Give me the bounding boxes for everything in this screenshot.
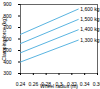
- svg-text:1,300 kg: 1,300 kg: [80, 37, 99, 43]
- svg-text:500: 500: [3, 47, 12, 54]
- svg-text:300: 300: [3, 70, 12, 76]
- svg-text:900: 900: [3, 1, 12, 7]
- svg-text:800: 800: [3, 12, 12, 19]
- svg-text:700: 700: [3, 24, 12, 31]
- svg-text:400: 400: [3, 58, 12, 65]
- svg-text:1,600 kg: 1,600 kg: [80, 6, 99, 12]
- svg-text:1,400 kg: 1,400 kg: [80, 26, 99, 32]
- svg-text:0.24: 0.24: [16, 81, 26, 87]
- svg-text:1,500 kg: 1,500 kg: [80, 16, 99, 22]
- svg-text:0.26: 0.26: [28, 81, 38, 87]
- svg-text:0.36: 0.36: [93, 81, 100, 87]
- svg-text:Wheel radius (m): Wheel radius (m): [40, 83, 78, 89]
- svg-text:0.34: 0.34: [80, 81, 90, 87]
- svg-text:600: 600: [3, 35, 12, 42]
- svg-text:Clamping force (kg): Clamping force (kg): [1, 17, 7, 61]
